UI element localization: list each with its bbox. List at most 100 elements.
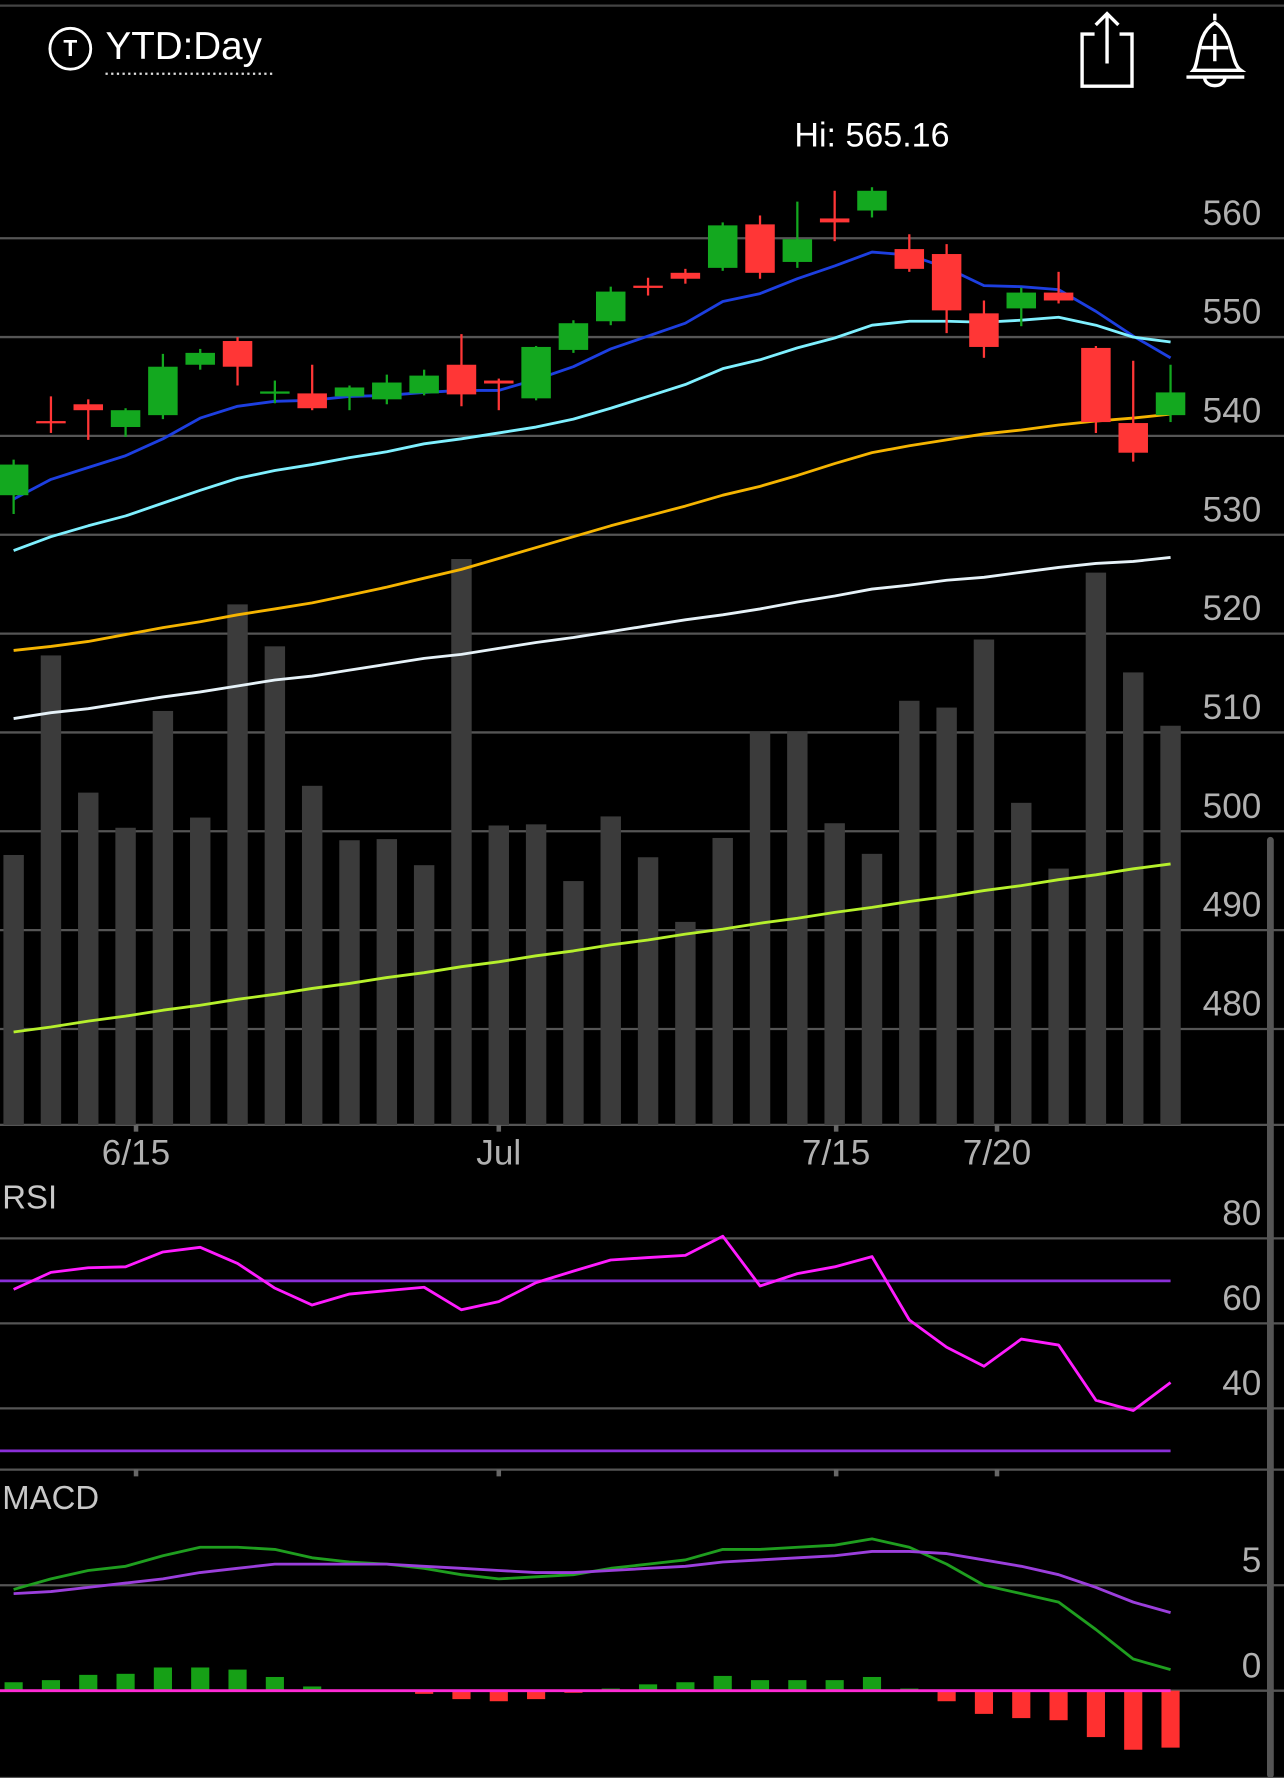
volume-bar — [936, 707, 957, 1125]
histogram-bar — [937, 1690, 956, 1702]
candle-body — [185, 352, 215, 365]
histogram-bar — [191, 1667, 210, 1691]
candle-body — [484, 380, 514, 384]
histogram-bar — [1161, 1690, 1180, 1748]
candle-body — [633, 285, 663, 288]
candle-body — [73, 404, 104, 411]
volume-bar — [712, 837, 733, 1125]
candle-body — [222, 341, 253, 367]
y-tick-label: 80 — [1222, 1194, 1261, 1233]
candle-body — [857, 190, 887, 211]
volume-bar — [301, 785, 323, 1125]
line-series — [13, 412, 1171, 652]
y-tick-label: 500 — [1203, 787, 1262, 826]
y-tick-label: 540 — [1203, 392, 1262, 431]
volume-bar — [1048, 868, 1069, 1125]
histogram-bar — [153, 1667, 172, 1691]
alert-button[interactable] — [1186, 13, 1247, 88]
candle-body — [148, 366, 178, 416]
y-tick-label: 530 — [1203, 490, 1262, 529]
histogram-bar — [974, 1690, 994, 1714]
histogram-bar — [638, 1684, 658, 1691]
share-box — [1080, 32, 1134, 88]
volume-bar — [787, 731, 808, 1125]
volume-bar — [824, 823, 845, 1125]
candle-body — [297, 393, 327, 409]
panel: 480 490 500 510 520 530 540 550 560 6/15 Jul 7/15 7/… — [0, 116, 1284, 1173]
candle-body — [409, 375, 439, 394]
y-tick-label: 5 — [1242, 1541, 1262, 1580]
histogram-bar — [862, 1676, 882, 1691]
volume-bar — [115, 827, 136, 1125]
candle-body — [745, 224, 775, 273]
volume-bar — [563, 881, 584, 1125]
candle-body — [1155, 392, 1186, 416]
histogram-bar — [79, 1674, 98, 1691]
x-tick-label: Jul — [476, 1134, 521, 1173]
panel-title: MACD — [2, 1479, 99, 1516]
panel: 0 5 MACD — [0, 1479, 1284, 1778]
volume-bar — [1160, 725, 1181, 1125]
candle-body — [782, 239, 813, 262]
panel: 40 60 80 RSI — [0, 1178, 1284, 1477]
volume-bar — [376, 839, 398, 1125]
candle-body — [1043, 292, 1074, 301]
histogram-bar — [415, 1690, 434, 1694]
histogram-bar — [41, 1680, 61, 1691]
volume-bar — [264, 646, 286, 1125]
histogram-bar — [825, 1680, 844, 1691]
y-tick-label: 0 — [1242, 1646, 1262, 1685]
range-selector[interactable]: YTD:Day — [105, 25, 262, 68]
volume-bar — [749, 731, 771, 1125]
volume-bar — [152, 710, 174, 1125]
histogram-bar — [303, 1686, 322, 1691]
candle-body — [1081, 347, 1111, 423]
histogram-bar — [116, 1673, 135, 1691]
scrollbar[interactable] — [1266, 836, 1274, 1778]
line-series — [13, 556, 1171, 720]
candle-body — [894, 249, 925, 269]
symbol-button[interactable]: T — [48, 26, 93, 71]
share-button[interactable] — [1080, 11, 1134, 88]
histogram-bar — [1086, 1690, 1105, 1738]
y-tick-label: 550 — [1203, 293, 1262, 332]
volume-bar — [899, 700, 920, 1125]
x-tick-label: 6/15 — [102, 1134, 170, 1173]
candle-body — [707, 225, 738, 268]
candle-body — [595, 291, 626, 322]
volume-bar — [1011, 802, 1032, 1125]
histogram-bar — [750, 1680, 770, 1691]
histogram-bar — [228, 1669, 247, 1691]
volume-bar — [40, 655, 62, 1125]
candle-body — [931, 254, 962, 311]
y-tick-label: 560 — [1203, 194, 1262, 233]
volume-bar — [3, 854, 24, 1125]
bell-plus — [1201, 34, 1229, 62]
line-series — [13, 1234, 1172, 1412]
histogram-bar — [1049, 1690, 1068, 1721]
volume-bar — [413, 865, 435, 1125]
histogram-bar — [788, 1680, 807, 1691]
panel-title: RSI — [2, 1178, 57, 1215]
volume-bar — [973, 639, 995, 1125]
y-tick-label: 40 — [1222, 1364, 1261, 1403]
volume-bar — [637, 857, 659, 1125]
line-series — [12, 250, 1172, 501]
y-tick-label: 510 — [1203, 688, 1262, 727]
volume-bar — [675, 921, 696, 1125]
histogram-bar — [1012, 1690, 1031, 1719]
high-annotation: Hi: 565.16 — [794, 116, 949, 154]
y-tick-label: 60 — [1222, 1279, 1261, 1318]
candle-body — [1006, 292, 1037, 309]
histogram-bar — [4, 1682, 23, 1691]
candle-body — [334, 387, 365, 397]
histogram-bar — [489, 1690, 508, 1702]
histogram-bar — [452, 1690, 471, 1700]
candle-body — [0, 464, 29, 496]
y-tick-label: 520 — [1203, 589, 1262, 628]
candle-body — [36, 421, 66, 424]
line-series — [13, 1550, 1171, 1615]
y-tick-label: 490 — [1203, 886, 1262, 925]
